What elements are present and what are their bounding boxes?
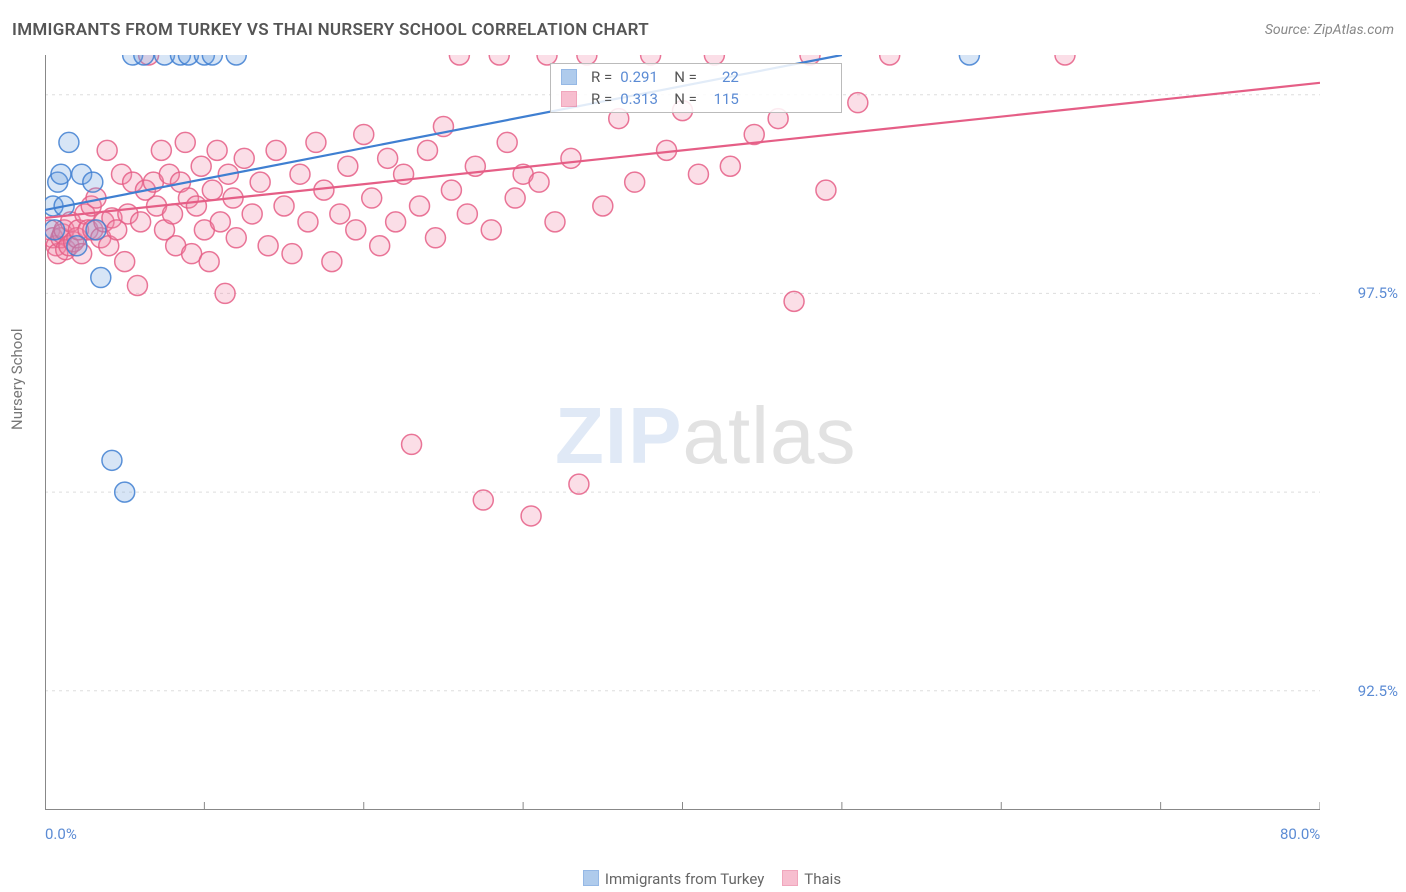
chart-title: IMMIGRANTS FROM TURKEY VS THAI NURSERY S… (12, 20, 649, 40)
y-axis-label: Nursery School (8, 328, 26, 430)
y-tick-label: 97.5% (1328, 284, 1398, 302)
y-tick-label: 92.5% (1328, 682, 1398, 700)
x-tick-label: 80.0% (1280, 825, 1320, 843)
scatter-plot: ZIPatlas R =0.291N =22R =0.313N =115 (45, 55, 1320, 810)
legend: Immigrants from TurkeyThais (0, 870, 1406, 888)
scatter-svg (45, 55, 1320, 810)
source-label: Source: ZipAtlas.com (1265, 22, 1394, 38)
stat-row-turkey: R =0.291N =22 (551, 66, 841, 88)
x-tick-label: 0.0% (45, 825, 77, 843)
stats-box: R =0.291N =22R =0.313N =115 (550, 63, 842, 113)
stat-row-thais: R =0.313N =115 (551, 88, 841, 110)
legend-item-turkey: Immigrants from Turkey (565, 870, 764, 888)
legend-item-thais: Thais (764, 870, 841, 888)
